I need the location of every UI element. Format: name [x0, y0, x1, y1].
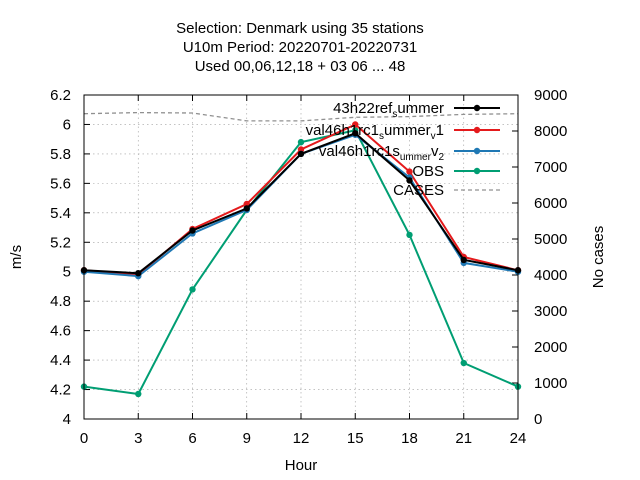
y2-tick-label: 2000	[534, 339, 567, 356]
y-tick-label: 5.8	[50, 146, 71, 163]
data-point	[406, 168, 413, 175]
legend-marker	[473, 104, 481, 112]
data-point	[406, 231, 413, 239]
series-line	[83, 111, 519, 122]
legend-label: val46h1rc1summerv2	[319, 143, 445, 163]
x-tick-label: 18	[401, 430, 418, 447]
y2-tick-label: 0	[534, 411, 542, 428]
y-tick-label: 5.2	[50, 234, 71, 251]
data-point	[243, 205, 250, 212]
y-axis-ticks: 4 4.2 4.4 4.6 4.8 5 5.2 5.4 5.6 5.8 6 6.2	[50, 87, 90, 428]
y2-tick-label: 6000	[534, 195, 567, 212]
y2-tick-label: 5000	[534, 231, 567, 248]
data-point	[352, 130, 359, 137]
title-line-2: U10m Period: 20220701-20220731	[183, 39, 417, 56]
data-point	[297, 138, 305, 146]
x-axis-label: Hour	[285, 457, 318, 474]
x-tick-label: 3	[134, 430, 142, 447]
data-point	[406, 177, 413, 184]
legend-item: 43h22refsummer	[333, 100, 500, 120]
data-point	[189, 286, 196, 293]
legend-marker	[473, 126, 481, 134]
x-axis-ticks: 0 3 6 9 12 15 18 21 24	[80, 95, 527, 447]
legend: 43h22refsummerval46h1rc1summerv1val46h1r…	[306, 100, 500, 199]
data-point	[460, 256, 467, 264]
y-tick-label: 4.8	[50, 293, 71, 310]
y2-tick-label: 9000	[534, 87, 567, 104]
y-tick-label: 6.2	[50, 87, 71, 104]
y2-axis-label: No cases	[590, 226, 607, 289]
chart-title: Selection: Denmark using 35 stations U10…	[176, 20, 424, 75]
x-tick-label: 9	[243, 430, 251, 447]
data-point	[297, 146, 305, 153]
series-43h22_ref_summer	[80, 130, 522, 277]
legend-marker	[473, 147, 481, 155]
y-tick-label: 6	[63, 116, 71, 133]
x-tick-label: 6	[188, 430, 196, 447]
x-tick-label: 0	[80, 430, 88, 447]
data-point	[460, 359, 467, 367]
y-tick-label: 4.4	[50, 352, 71, 369]
y-tick-label: 5	[63, 264, 71, 281]
data-point	[135, 390, 142, 398]
data-point	[352, 121, 359, 128]
data-point	[135, 270, 142, 277]
y-tick-label: 4	[63, 411, 71, 428]
x-tick-label: 15	[347, 430, 364, 447]
legend-item: val46h1rc1summerv2	[319, 143, 500, 163]
x-tick-label: 24	[510, 430, 527, 447]
y-tick-label: 5.4	[50, 205, 71, 222]
y2-axis-ticks: 0 1000 2000 3000 4000 5000 6000 7000 8000 9000	[512, 87, 567, 428]
title-line-3: Used 00,06,12,18 + 03 06 ... 48	[195, 58, 406, 75]
y-axis-label: m/s	[8, 245, 25, 269]
series-layer	[80, 111, 522, 398]
y2-tick-label: 3000	[534, 303, 567, 320]
legend-label: OBS	[412, 163, 444, 180]
legend-label: val46h1rc1summerv1	[306, 122, 444, 142]
y-tick-label: 4.6	[50, 323, 71, 340]
y2-tick-label: 7000	[534, 159, 567, 176]
legend-label: CASES	[393, 182, 444, 199]
x-tick-label: 21	[455, 430, 472, 447]
title-line-1: Selection: Denmark using 35 stations	[176, 20, 424, 37]
y2-tick-label: 4000	[534, 267, 567, 284]
legend-marker	[473, 167, 481, 175]
data-point	[189, 227, 196, 234]
legend-item: CASES	[393, 182, 500, 199]
y2-tick-label: 1000	[534, 375, 567, 392]
y2-tick-label: 8000	[534, 123, 567, 140]
y-tick-label: 4.2	[50, 382, 71, 399]
legend-label: 43h22refsummer	[333, 100, 444, 120]
y-tick-label: 5.6	[50, 175, 71, 192]
x-tick-label: 12	[293, 430, 310, 447]
data-point	[297, 150, 305, 158]
series-CASES	[83, 111, 519, 122]
legend-item: val46h1rc1summerv1	[306, 122, 500, 142]
plot-frame	[83, 94, 519, 420]
legend-item: OBS	[412, 163, 500, 180]
